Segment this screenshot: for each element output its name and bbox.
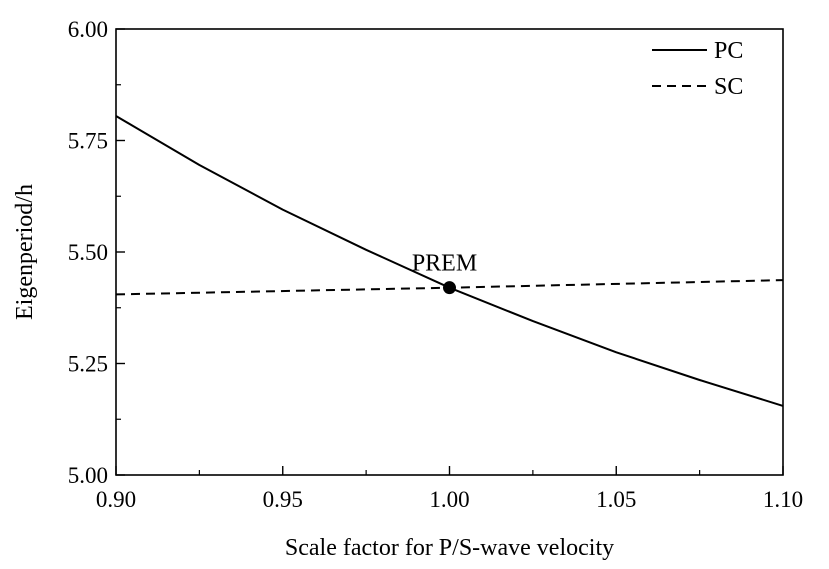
x-tick-label: 0.90 (96, 487, 136, 512)
y-axis-title: Eigenperiod/h (12, 184, 38, 320)
x-tick-label: 1.10 (763, 487, 803, 512)
legend: PC SC (652, 38, 743, 100)
x-tick-label: 0.95 (263, 487, 303, 512)
x-tick-label: 1.00 (429, 487, 469, 512)
y-tick-label: 5.75 (68, 129, 108, 154)
prem-label: PREM (412, 251, 477, 277)
y-tick-label: 5.00 (68, 463, 108, 488)
x-tick-label: 1.05 (596, 487, 636, 512)
y-tick-label: 5.50 (68, 240, 108, 265)
legend-label-pc: PC (714, 38, 743, 64)
annotations: PREM (412, 251, 477, 295)
prem-point (443, 281, 456, 295)
tick-labels: 0.90 0.95 1.00 1.05 1.10 5.00 5.25 5.50 5.75 6.00 (68, 17, 803, 512)
legend-label-sc: SC (714, 74, 743, 100)
x-axis-title: Scale factor for P/S-wave velocity (285, 535, 614, 561)
y-tick-label: 5.25 (68, 352, 108, 377)
y-tick-label: 6.00 (68, 17, 108, 42)
axis-ticks (115, 28, 784, 476)
